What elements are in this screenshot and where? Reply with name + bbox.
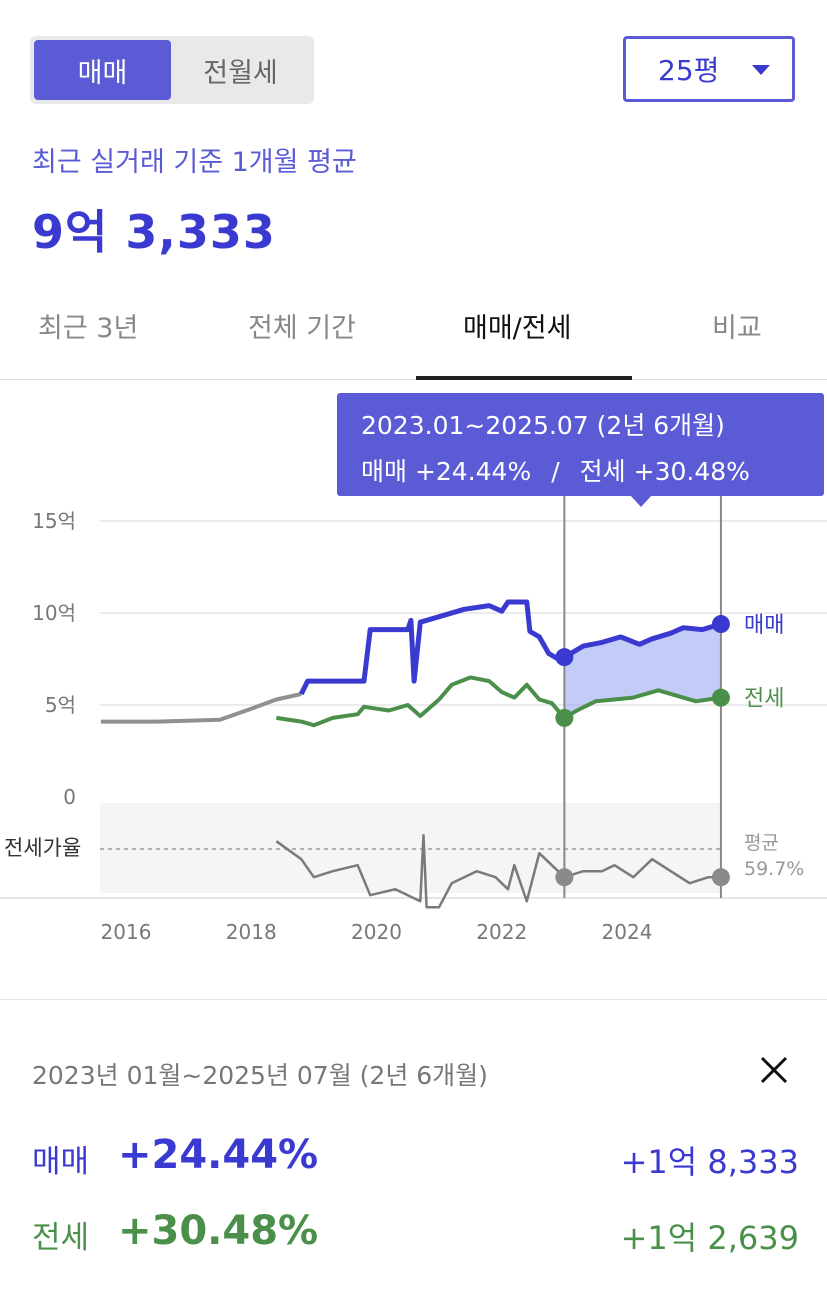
y-tick-label: 5억 [45,693,76,717]
sale-toggle-button[interactable]: 매매 [34,40,171,100]
ratio-band [100,803,720,893]
sale-series-line [299,599,722,696]
rent-start-marker [555,708,574,727]
sale-label: 매매 [32,1144,90,1180]
sale-series-label: 매매 [744,613,784,638]
tooltip-separator: / [551,457,560,486]
tab-full-period[interactable]: 전체 기간 [248,313,356,344]
rent-end-marker [711,688,730,707]
average-label: 평균 [744,832,779,854]
price-chart[interactable]: 15억 10억 5억 0 2016 2018 2020 2022 2024 전세가율 평균 59.7%… [0,380,827,1000]
x-tick-label: 2024 [602,920,653,944]
close-icon[interactable] [754,1050,794,1090]
x-tick-label: 2020 [351,920,402,944]
range-tooltip: 2023.01~2025.07 (2년 6개월) 매매 +24.44% / 전세 +… [337,393,824,496]
y-tick-label: 15억 [32,509,76,533]
tab-compare[interactable]: 비교 [712,313,762,344]
x-tick-label: 2016 [101,920,152,944]
ratio-end-marker [711,868,730,887]
deal-type-toggle: 매매 전월세 [30,36,314,104]
tab-recent-3-years[interactable]: 최근 3년 [38,313,139,344]
average-value: 59.7% [744,858,804,880]
sale-change-percent: +24.44% [118,1132,319,1178]
rent-change-percent: +30.48% [118,1208,319,1254]
ratio-start-marker [555,868,574,887]
area-dropdown[interactable]: 25평 [623,36,795,102]
sale-history-line [100,692,302,724]
x-tick-label: 2018 [226,920,277,944]
rent-toggle-button[interactable]: 전월세 [203,57,278,89]
rent-series-line [276,675,722,728]
section-divider [0,999,827,1000]
y-tick-label: 0 [63,785,76,809]
sale-change-amount: +1억 8,333 [620,1143,799,1181]
rent-series-label: 전세 [744,687,784,712]
tab-bar-divider [0,379,827,380]
ratio-series-line [275,833,721,909]
sale-end-marker [711,615,730,634]
tooltip-sale-change: 매매 +24.44% [361,457,532,486]
tooltip-caret [630,495,652,507]
sale-start-marker [555,648,574,667]
average-price: 9억 3,333 [32,205,276,259]
selection-fill-area [564,624,721,718]
rent-change-amount: +1억 2,639 [620,1219,799,1257]
x-tick-label: 2022 [476,920,527,944]
tooltip-values: 매매 +24.44% / 전세 +30.48% [361,449,824,495]
active-tab-indicator [416,376,632,380]
y-tick-label: 10억 [32,601,76,625]
selected-period: 2023년 01월~2025년 07월 (2년 6개월) [32,1061,488,1090]
tooltip-period: 2023.01~2025.07 (2년 6개월) [361,411,725,440]
ratio-axis-label: 전세가율 [4,836,81,860]
area-dropdown-value: 25평 [658,54,720,87]
price-basis-label: 최근 실거래 기준 1개월 평균 [32,147,357,178]
tooltip-rent-change: 전세 +30.48% [579,457,750,486]
caret-down-icon [752,65,770,75]
rent-label: 전세 [32,1220,90,1256]
tab-sale-rent[interactable]: 매매/전세 [463,313,572,344]
